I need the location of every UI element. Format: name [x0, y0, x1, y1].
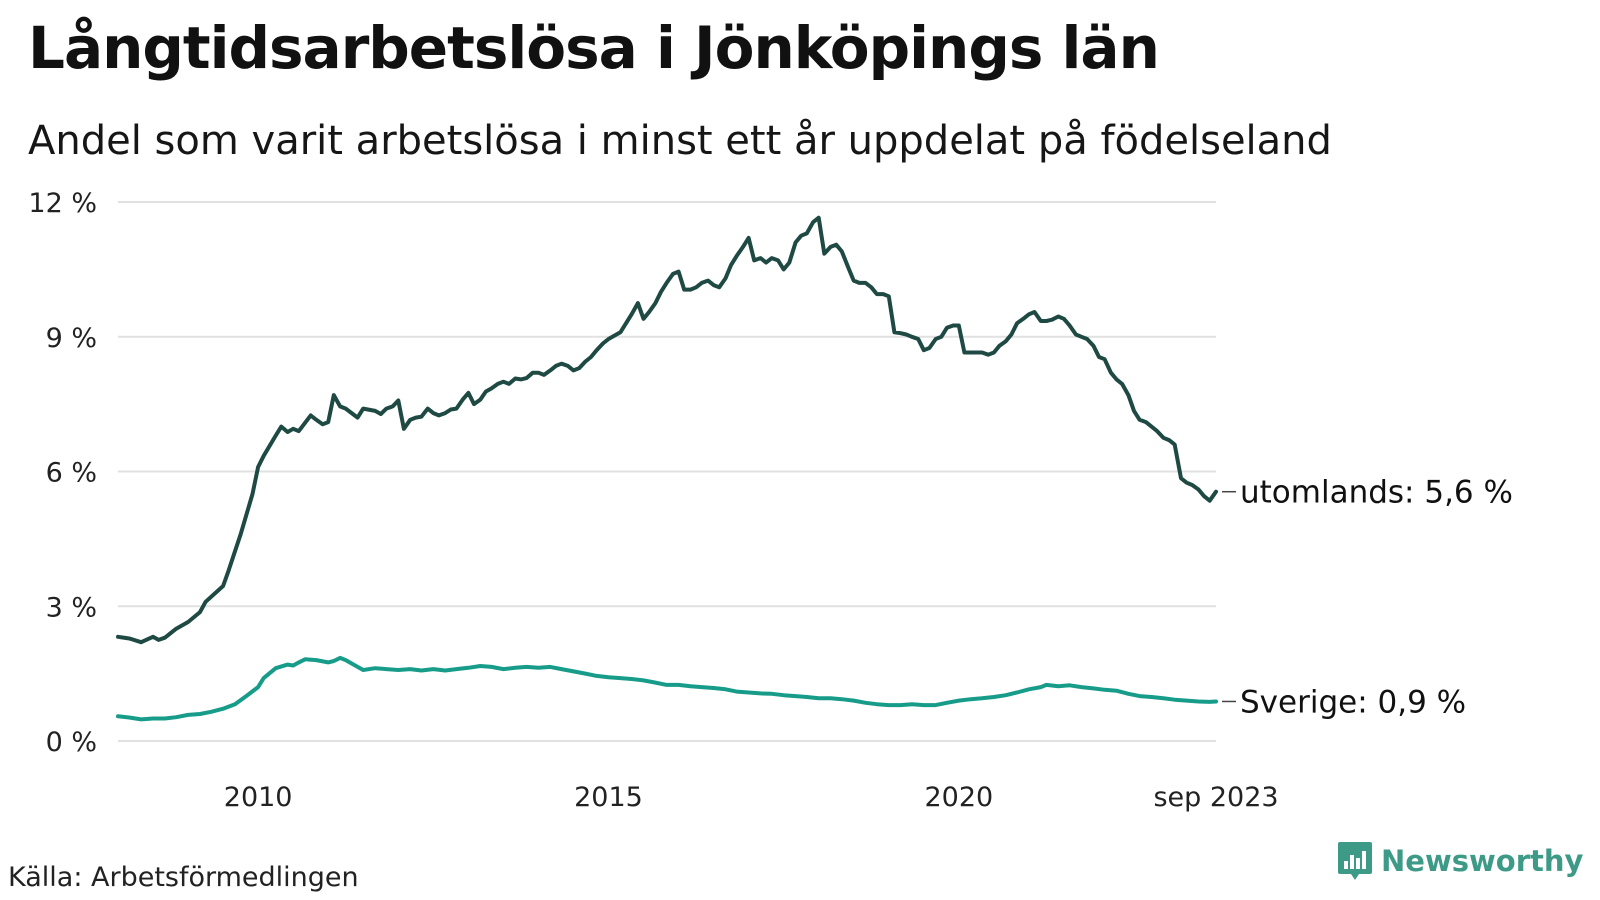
y-tick-label: 0 %: [46, 727, 97, 758]
y-axis-ticks: 0 % 3 % 6 % 9 % 12 %: [28, 188, 97, 758]
source-note: Källa: Arbetsförmedlingen: [8, 862, 359, 893]
end-label-sverige: Sverige: 0,9 %: [1240, 684, 1466, 720]
chart-title: Långtidsarbetslösa i Jönköpings län: [28, 14, 1160, 82]
end-labels: utomlands: 5,6 % Sverige: 0,9 %: [1222, 475, 1513, 720]
y-tick-label: 3 %: [46, 592, 97, 623]
series-line-sverige: [116, 655, 1218, 722]
brand-logo[interactable]: Newsworthy: [1337, 840, 1583, 882]
gridlines: [118, 201, 1216, 742]
chart-subtitle: Andel som varit arbetslösa i minst ett å…: [28, 118, 1332, 164]
y-tick-label: 9 %: [46, 323, 97, 354]
x-tick-label: 2015: [574, 782, 643, 813]
series-line-utomlands: [116, 215, 1218, 645]
x-tick-label: 2020: [924, 782, 993, 813]
brand-name: Newsworthy: [1381, 844, 1584, 878]
end-label-utomlands: utomlands: 5,6 %: [1240, 475, 1513, 511]
y-tick-label: 12 %: [28, 188, 97, 219]
x-axis-ticks: 2010 2015 2020 sep 2023: [224, 782, 1279, 813]
y-tick-label: 6 %: [46, 458, 97, 489]
x-tick-label: 2010: [224, 782, 293, 813]
series-lines: [116, 215, 1218, 722]
x-tick-label: sep 2023: [1153, 782, 1278, 813]
newsworthy-logo-icon: [1338, 842, 1372, 880]
